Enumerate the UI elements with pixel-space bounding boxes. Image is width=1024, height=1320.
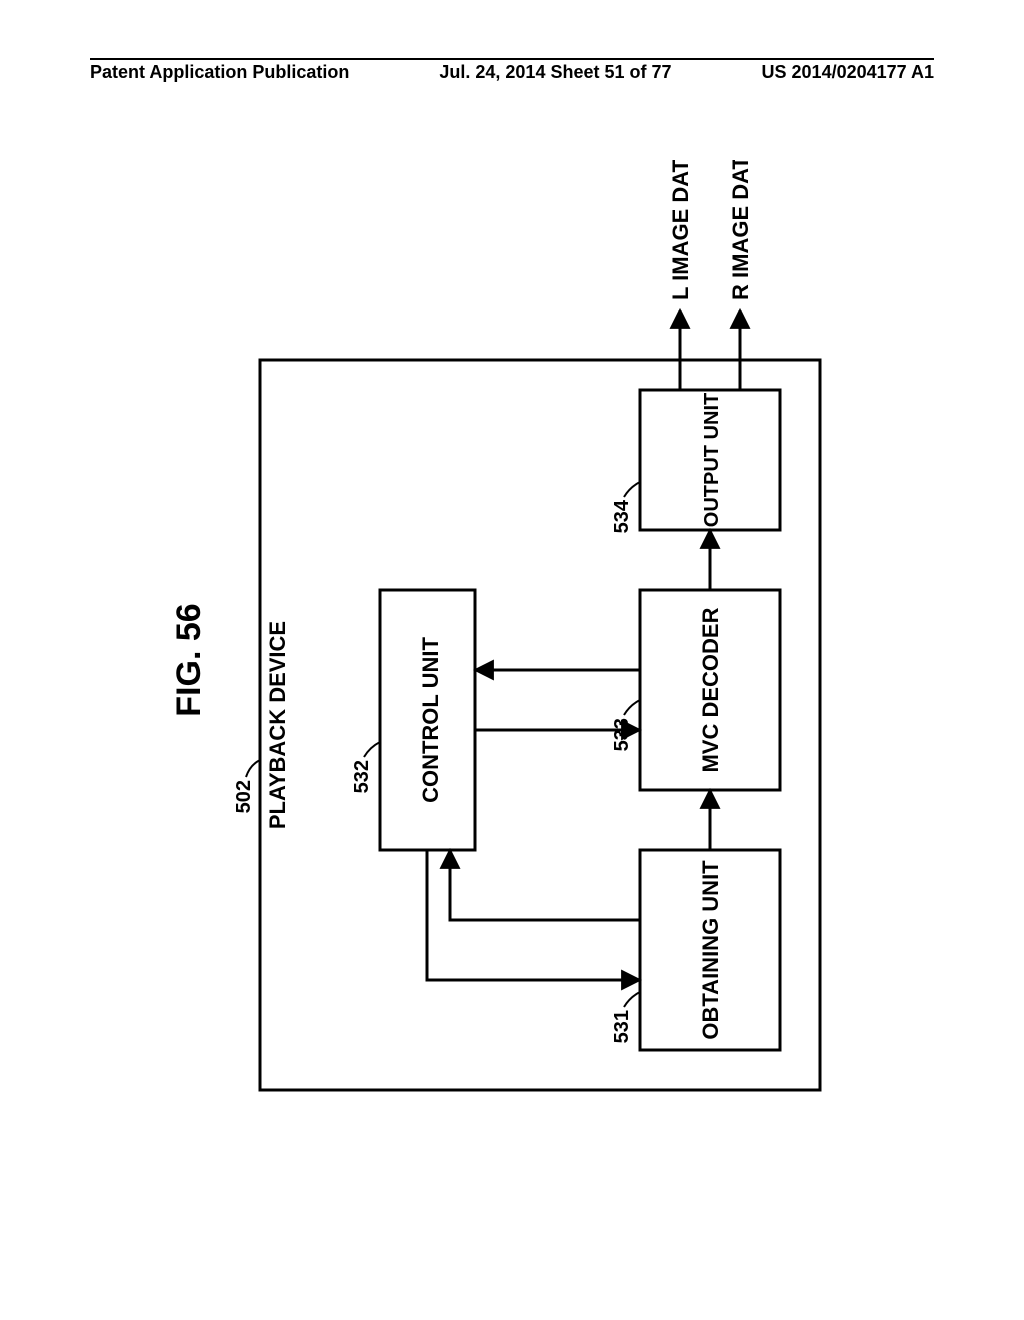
header-right: US 2014/0204177 A1 <box>762 62 934 83</box>
figure-title: FIG. 56 <box>170 603 208 716</box>
control-unit-ref: 532 <box>351 760 373 793</box>
playback-device-label: PLAYBACK DEVICE <box>265 621 290 829</box>
header-center: Jul. 24, 2014 Sheet 51 of 77 <box>439 62 671 83</box>
mvc-decoder-label: MVC DECODER <box>698 607 723 772</box>
header-left: Patent Application Publication <box>90 62 349 83</box>
output-ref-tick <box>624 482 640 497</box>
control-ref-tick <box>364 742 380 757</box>
output-r-label: R IMAGE DATA <box>728 160 753 300</box>
output-unit-ref: 534 <box>611 499 633 533</box>
output-l-label: L IMAGE DATA <box>668 160 693 300</box>
page-header: Patent Application Publication Jul. 24, … <box>90 58 934 86</box>
arrow-control-to-obtaining <box>427 850 640 980</box>
mvc-decoder-ref-tick <box>624 700 640 715</box>
obtaining-unit-label: OBTAINING UNIT <box>698 860 723 1040</box>
output-unit-label: OUTPUT UNIT <box>701 393 723 527</box>
figure-56: FIG. 56 PLAYBACK DEVICE 502 CONTROL UNIT… <box>150 160 860 1160</box>
playback-device-ref: 502 <box>233 780 255 813</box>
obtaining-unit-ref: 531 <box>611 1010 633 1043</box>
arrow-obtaining-to-control <box>450 850 640 920</box>
obtaining-ref-tick <box>624 992 640 1007</box>
device-ref-tick <box>246 760 260 777</box>
page: Patent Application Publication Jul. 24, … <box>0 0 1024 1320</box>
control-unit-label: CONTROL UNIT <box>418 637 443 803</box>
mvc-decoder-ref: 533 <box>611 718 633 751</box>
